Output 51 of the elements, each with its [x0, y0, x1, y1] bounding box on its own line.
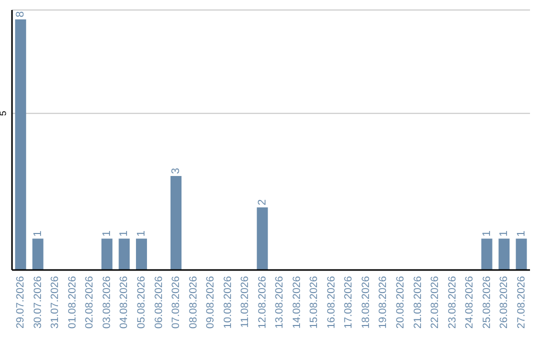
x-tick-label: 30.07.2026: [32, 276, 44, 329]
x-tick-label: 01.08.2026: [66, 276, 78, 329]
bar: [498, 238, 510, 270]
data-label: 1: [480, 230, 493, 237]
bar: [118, 238, 130, 270]
x-tick-label: 18.08.2026: [360, 276, 372, 329]
data-label: 1: [32, 230, 44, 237]
bar: [481, 238, 492, 270]
bar: [101, 238, 112, 270]
y-tick-label: 5: [0, 110, 8, 116]
x-tick-label: 12.08.2026: [256, 276, 268, 329]
bar: [136, 238, 147, 270]
bar: [516, 238, 527, 270]
x-tick-label: 03.08.2026: [100, 276, 113, 329]
x-tick-label: 17.08.2026: [342, 276, 355, 329]
x-tick-label: 06.08.2026: [152, 276, 165, 329]
bar: [256, 207, 268, 270]
x-tick-label: 10.08.2026: [222, 276, 234, 329]
x-tick-label: 16.08.2026: [325, 276, 338, 329]
data-label: 1: [100, 230, 113, 237]
x-tick-label: 22.08.2026: [429, 276, 442, 329]
x-tick-label: 19.08.2026: [377, 276, 390, 329]
x-tick-label: 21.08.2026: [412, 276, 424, 329]
x-tick-label: 31.07.2026: [49, 276, 62, 329]
x-tick-label: 11.08.2026: [239, 276, 252, 328]
x-tick-label: 09.08.2026: [204, 276, 217, 329]
bar: [170, 176, 182, 270]
data-label: 2: [256, 199, 268, 206]
x-tick-label: 26.08.2026: [498, 276, 510, 329]
x-tick-label: 15.08.2026: [308, 276, 320, 329]
bar: [32, 238, 44, 270]
x-tick-label: 25.08.2026: [480, 276, 493, 329]
x-tick-label: 29.07.2026: [14, 276, 27, 329]
data-label: 3: [170, 168, 182, 174]
data-label: 1: [135, 230, 148, 237]
x-tick-label: 05.08.2026: [136, 276, 148, 329]
data-label: 8: [14, 11, 27, 18]
x-tick-label: 04.08.2026: [118, 276, 130, 329]
bar: [15, 19, 26, 270]
data-label: 1: [498, 230, 510, 237]
x-tick-label: 24.08.2026: [464, 276, 476, 329]
x-tick-label: 23.08.2026: [446, 276, 458, 329]
x-tick-label: 08.08.2026: [187, 276, 200, 329]
x-tick-label: 07.08.2026: [170, 276, 182, 329]
x-tick-label: 02.08.2026: [84, 276, 96, 329]
x-tick-label: 27.08.2026: [515, 276, 528, 329]
x-tick-label: 13.08.2026: [274, 276, 286, 329]
x-tick-label: 20.08.2026: [394, 276, 406, 329]
x-tick-label: 14.08.2026: [290, 276, 303, 329]
data-label: 1: [515, 230, 528, 237]
data-label: 1: [118, 230, 130, 237]
